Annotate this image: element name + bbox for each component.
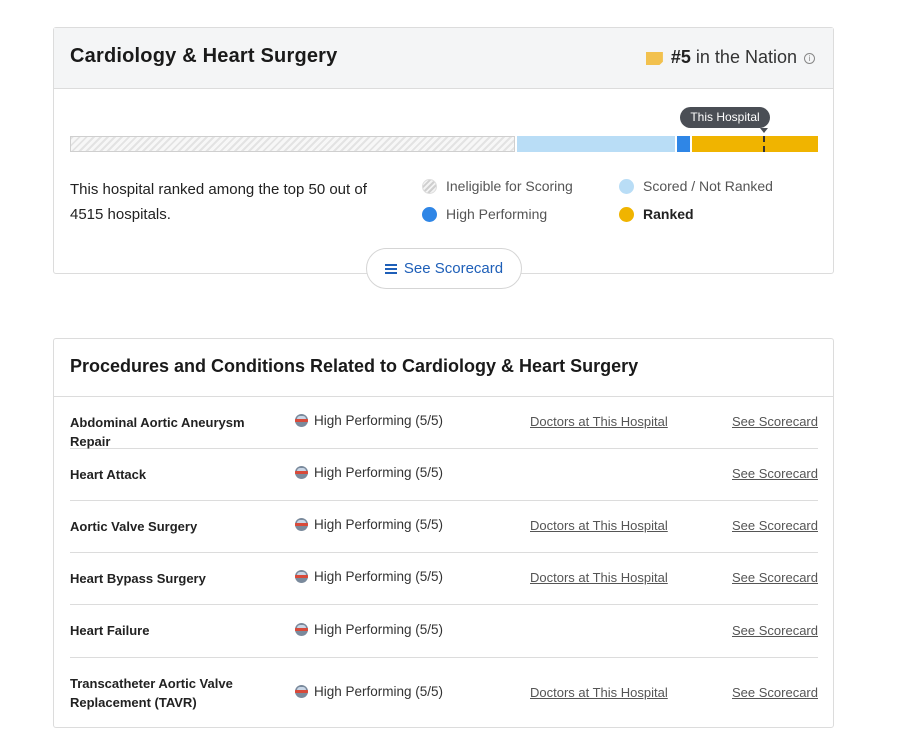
see-scorecard-link[interactable]: See Scorecard (732, 685, 818, 700)
see-scorecard-link[interactable]: See Scorecard (732, 570, 818, 585)
legend-high-performing: High Performing (422, 206, 547, 222)
rating-label: High Performing (5/5) (314, 413, 444, 428)
legend-ranked: Ranked (619, 206, 694, 222)
high-performing-dot-icon (422, 206, 437, 222)
this-hospital-marker (763, 136, 765, 152)
legend-scored: Scored / Not Ranked (619, 178, 773, 194)
rating-label: High Performing (5/5) (314, 684, 444, 699)
rating: High Performing (5/5) (295, 622, 443, 637)
this-hospital-tooltip: This Hospital (680, 107, 770, 133)
bar-segment-ranked (692, 136, 818, 152)
see-scorecard-link[interactable]: See Scorecard (732, 414, 818, 429)
doctors-link[interactable]: Doctors at This Hospital (530, 518, 668, 533)
rank-number: #5 (670, 47, 691, 67)
doctors-link[interactable]: Doctors at This Hospital (530, 570, 668, 585)
high-performing-icon (295, 466, 308, 479)
high-performing-icon (295, 414, 308, 427)
see-scorecard-link[interactable]: See Scorecard (732, 623, 818, 638)
procedure-name: Abdominal Aortic Aneurysm Repair (70, 415, 245, 449)
procedures-title: Procedures and Conditions Related to Car… (70, 356, 639, 376)
table-row: Heart Failure High Performing (5/5) See … (70, 605, 818, 658)
see-scorecard-link[interactable]: See Scorecard (732, 466, 818, 481)
rating-label: High Performing (5/5) (314, 622, 444, 637)
table-row: Abdominal Aortic Aneurysm Repair High Pe… (70, 397, 818, 449)
rank-text: in the Nation (695, 47, 797, 67)
table-row: Heart Attack High Performing (5/5) See S… (70, 449, 818, 501)
legend-label: High Performing (446, 206, 548, 222)
see-scorecard-button[interactable]: See Scorecard (366, 248, 522, 289)
scored-dot-icon (619, 178, 634, 194)
rating: High Performing (5/5) (295, 465, 443, 480)
procedure-name: Heart Bypass Surgery (70, 571, 206, 586)
bar-segment-high-performing (677, 136, 690, 152)
specialty-title: Cardiology & Heart Surgery (70, 45, 338, 67)
see-scorecard-link[interactable]: See Scorecard (732, 518, 818, 533)
procedures-header: Procedures and Conditions Related to Car… (54, 339, 833, 397)
procedure-name: Heart Failure (70, 623, 150, 638)
high-performing-icon (295, 623, 308, 636)
ribbon-icon (645, 52, 663, 65)
table-row: Transcatheter Aortic Valve Replacement (… (70, 658, 818, 728)
ineligible-dot-icon (422, 178, 437, 194)
procedure-name: Transcatheter Aortic Valve Replacement (… (70, 676, 233, 710)
ranked-dot-icon (619, 206, 634, 222)
info-icon[interactable]: i (804, 53, 815, 64)
legend-label: Ranked (643, 206, 694, 222)
doctors-link[interactable]: Doctors at This Hospital (530, 414, 668, 429)
bar-segment-scored (517, 136, 675, 152)
rating: High Performing (5/5) (295, 413, 443, 428)
legend-label: Ineligible for Scoring (446, 178, 573, 194)
rating-label: High Performing (5/5) (314, 517, 444, 532)
rating: High Performing (5/5) (295, 684, 443, 699)
legend-ineligible: Ineligible for Scoring (422, 178, 573, 194)
rating: High Performing (5/5) (295, 517, 443, 532)
high-performing-icon (295, 685, 308, 698)
specialty-card: Cardiology & Heart Surgery #5 in the Nat… (53, 27, 834, 289)
high-performing-icon (295, 570, 308, 583)
high-performing-icon (295, 518, 308, 531)
rating-label: High Performing (5/5) (314, 465, 444, 480)
doctors-link[interactable]: Doctors at This Hospital (530, 685, 668, 700)
procedure-name: Aortic Valve Surgery (70, 519, 198, 534)
rating-label: High Performing (5/5) (314, 569, 444, 584)
list-icon (384, 264, 397, 274)
specialty-header: Cardiology & Heart Surgery #5 in the Nat… (54, 28, 833, 89)
table-row: Heart Bypass Surgery High Performing (5/… (70, 553, 818, 605)
table-row: Aortic Valve Surgery High Performing (5/… (70, 501, 818, 553)
bar-segment-ineligible (70, 136, 515, 152)
see-scorecard-label: See Scorecard (403, 260, 504, 277)
ranking-summary: This hospital ranked among the top 50 ou… (70, 181, 367, 223)
national-rank: #5 in the Nation i (645, 47, 815, 68)
procedure-name: Heart Attack (70, 467, 147, 482)
legend-label: Scored / Not Ranked (643, 178, 773, 194)
rating: High Performing (5/5) (295, 569, 443, 584)
procedures-card: Procedures and Conditions Related to Car… (53, 338, 834, 728)
ranking-bar (70, 136, 818, 152)
